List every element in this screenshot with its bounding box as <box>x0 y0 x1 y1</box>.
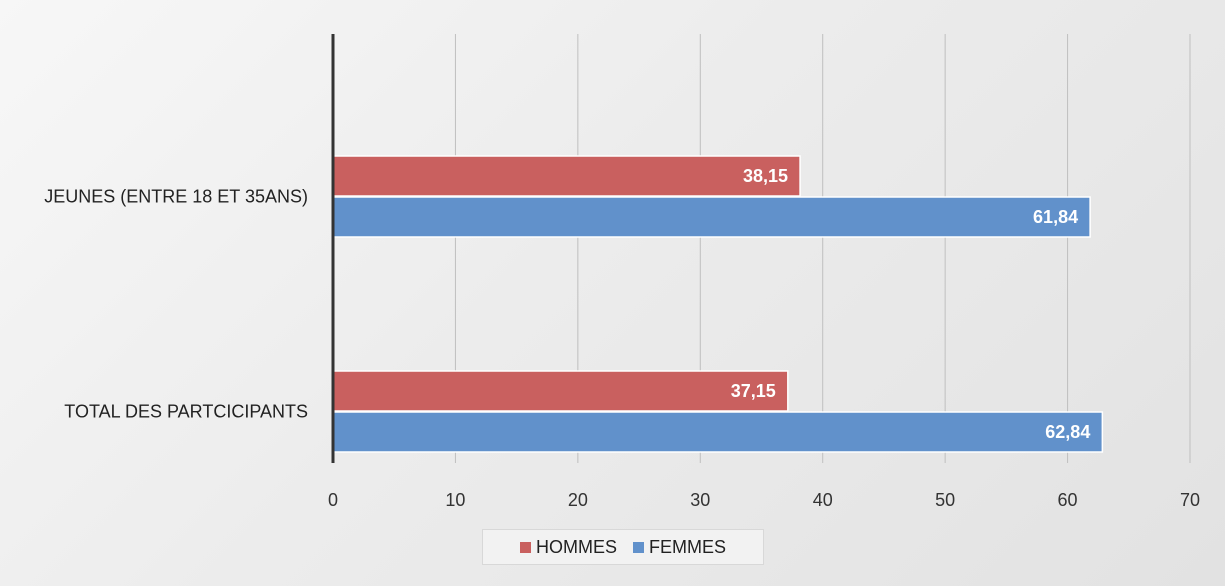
legend-item-femmes: FEMMES <box>632 536 726 558</box>
bar-femmes <box>332 196 1091 238</box>
legend-swatch-femmes <box>632 541 644 553</box>
x-tick-label: 30 <box>690 490 710 510</box>
x-tick-label: 60 <box>1058 490 1078 510</box>
bar-hommes <box>332 155 801 197</box>
x-tick-label: 10 <box>445 490 465 510</box>
data-label: 61,84 <box>1033 207 1078 227</box>
x-tick-label: 40 <box>813 490 833 510</box>
data-label: 38,15 <box>743 166 788 186</box>
x-tick-label: 70 <box>1180 490 1200 510</box>
bar-femmes <box>332 411 1104 453</box>
x-tick-label: 50 <box>935 490 955 510</box>
data-label: 37,15 <box>731 381 776 401</box>
legend: HOMMES FEMMES <box>482 529 764 565</box>
bar-hommes <box>332 370 789 412</box>
x-tick-label: 20 <box>568 490 588 510</box>
category-label: JEUNES (ENTRE 18 ET 35ANS) <box>44 187 308 207</box>
category-label: TOTAL DES PARTCICIPANTS <box>64 402 308 422</box>
legend-label-hommes: HOMMES <box>535 536 617 557</box>
x-tick-label: 0 <box>328 490 338 510</box>
data-label: 62,84 <box>1045 422 1090 442</box>
legend-item-hommes: HOMMES <box>519 536 617 558</box>
legend-label-femmes: FEMMES <box>648 536 726 557</box>
legend-swatch-hommes <box>519 541 531 553</box>
